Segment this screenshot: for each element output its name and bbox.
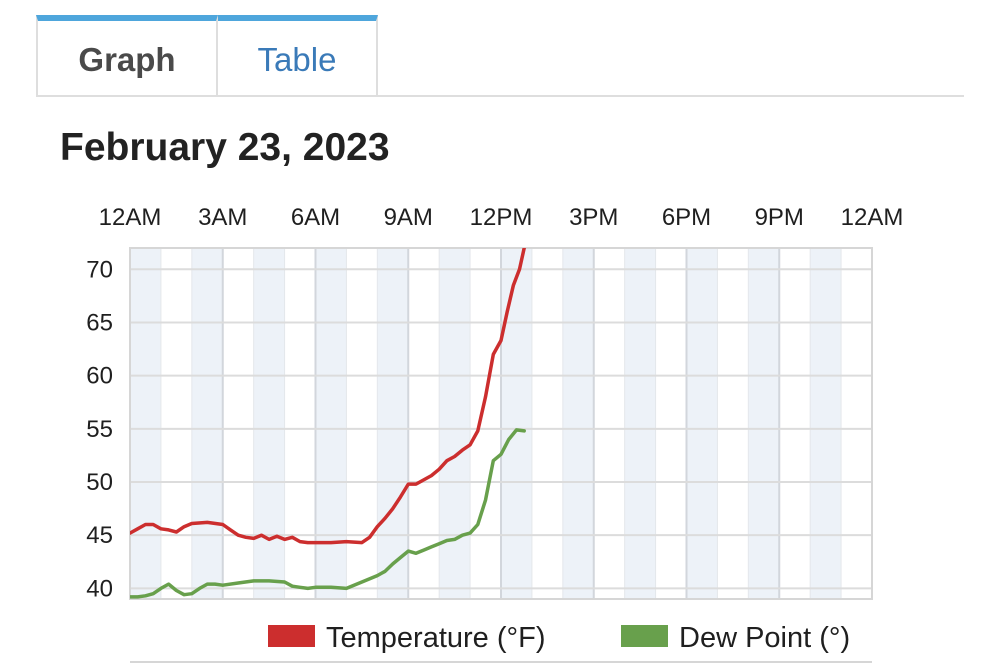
view-tabs: Graph Table (36, 15, 964, 97)
legend-swatch-temperature (268, 625, 315, 647)
x-tick-label: 9PM (755, 204, 804, 231)
y-tick-label: 40 (86, 575, 113, 602)
x-axis-ticks: 12AM 3AM 6AM 9AM 12PM 3PM 6PM 9PM 12AM (99, 204, 904, 231)
hour-band (501, 248, 532, 599)
hour-band (686, 248, 718, 599)
tabs-divider (36, 95, 964, 97)
y-tick-label: 65 (86, 309, 113, 336)
y-tick-label: 50 (86, 469, 113, 496)
y-tick-label: 70 (86, 256, 113, 283)
x-tick-label: 3AM (198, 204, 247, 231)
hour-band (191, 248, 223, 599)
page-title: February 23, 2023 (60, 126, 390, 169)
x-tick-label: 9AM (384, 204, 433, 231)
hour-band (439, 248, 471, 599)
tab-graph[interactable]: Graph (36, 15, 218, 95)
legend-label-temperature: Temperature (°F) (326, 622, 545, 654)
y-tick-label: 45 (86, 522, 113, 549)
y-tick-label: 60 (86, 363, 113, 390)
hour-band (315, 248, 347, 599)
plot-series (130, 248, 526, 599)
y-tick-label: 55 (86, 416, 113, 443)
dew-point-line (130, 428, 526, 599)
horizontal-gridlines (129, 247, 873, 600)
hour-band (130, 248, 161, 599)
x-tick-label: 3PM (569, 204, 618, 231)
plot-border (129, 247, 873, 600)
x-tick-label: 12PM (470, 204, 533, 231)
y-axis-ticks: 40 45 50 55 60 65 70 (86, 256, 113, 602)
legend-label-dew-point: Dew Point (°) (679, 622, 850, 654)
hour-band (253, 248, 285, 599)
hour-band (748, 248, 780, 599)
hour-band (810, 248, 842, 599)
chart-legend: Temperature (°F) Dew Point (°) (268, 622, 850, 654)
x-tick-label: 6AM (291, 204, 340, 231)
hour-band (624, 248, 656, 599)
x-tick-label: 12AM (841, 204, 904, 231)
temperature-line (130, 248, 526, 545)
x-tick-label: 6PM (662, 204, 711, 231)
x-tick-label: 12AM (99, 204, 162, 231)
legend-swatch-dew-point (621, 625, 668, 647)
weather-line-chart: 12AM 3AM 6AM 9AM 12PM 3PM 6PM 9PM 12AM 40 45 50 55 6… (86, 204, 904, 663)
tab-table[interactable]: Table (218, 15, 378, 95)
hour-band (562, 248, 594, 599)
hour-band (377, 248, 409, 599)
